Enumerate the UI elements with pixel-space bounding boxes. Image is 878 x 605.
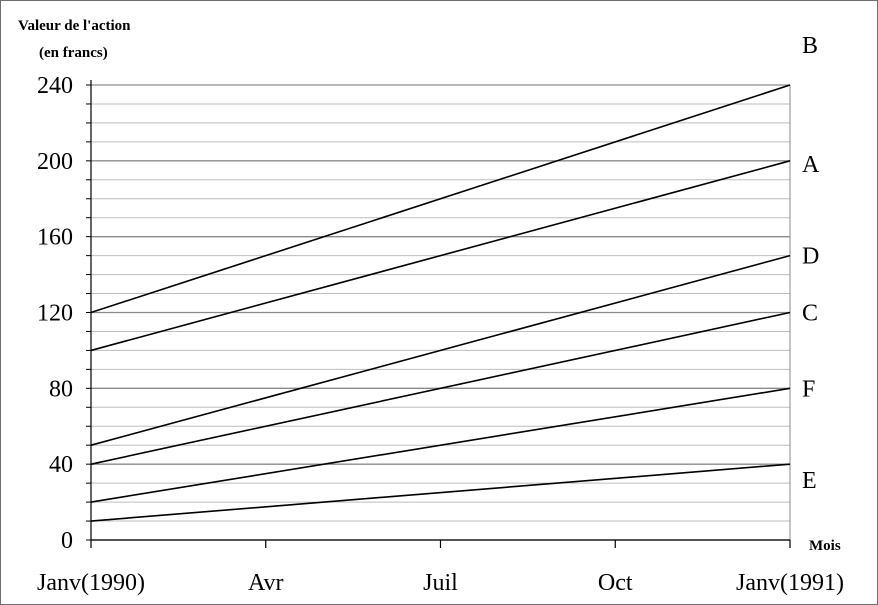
series-line-b	[90, 84, 791, 314]
series-line-f	[90, 387, 791, 503]
y-tick-label: 40	[49, 452, 73, 478]
x-axis-title: Mois	[809, 538, 841, 554]
series-line-a	[90, 160, 791, 352]
series-label-a: A	[802, 152, 820, 178]
series-group	[90, 84, 791, 522]
series-line-d	[90, 254, 791, 446]
x-tick-label: Janv(1991)	[736, 570, 844, 596]
x-tick-label: Janv(1990)	[37, 570, 145, 596]
series-label-f: F	[802, 376, 815, 402]
series-label-b: B	[802, 33, 818, 59]
x-tick-label: Avr	[248, 570, 284, 596]
tick-labels: 0 40 80 120 160 200 240 Janv(1990) Avr Juil Oct Jan…	[37, 33, 844, 596]
series-label-d: D	[802, 244, 819, 270]
y-tick-label: 0	[61, 528, 73, 554]
y-axis-title-line1: Valeur de l'action	[18, 18, 131, 34]
y-tick-label: 160	[37, 225, 73, 251]
x-tick-label: Juil	[423, 570, 458, 596]
x-tick-label: Oct	[598, 570, 633, 596]
y-tick-label: 120	[37, 301, 73, 327]
axes	[86, 80, 791, 548]
y-axis-title-line2: (en francs)	[39, 45, 108, 61]
series-label-c: C	[802, 301, 818, 327]
grid-lines	[91, 84, 791, 541]
series-line-c	[90, 311, 791, 465]
y-tick-label: 80	[49, 376, 73, 402]
y-tick-label: 240	[37, 73, 73, 99]
series-label-e: E	[802, 468, 817, 494]
y-tick-label: 200	[37, 149, 73, 175]
series-line-e	[90, 463, 791, 522]
